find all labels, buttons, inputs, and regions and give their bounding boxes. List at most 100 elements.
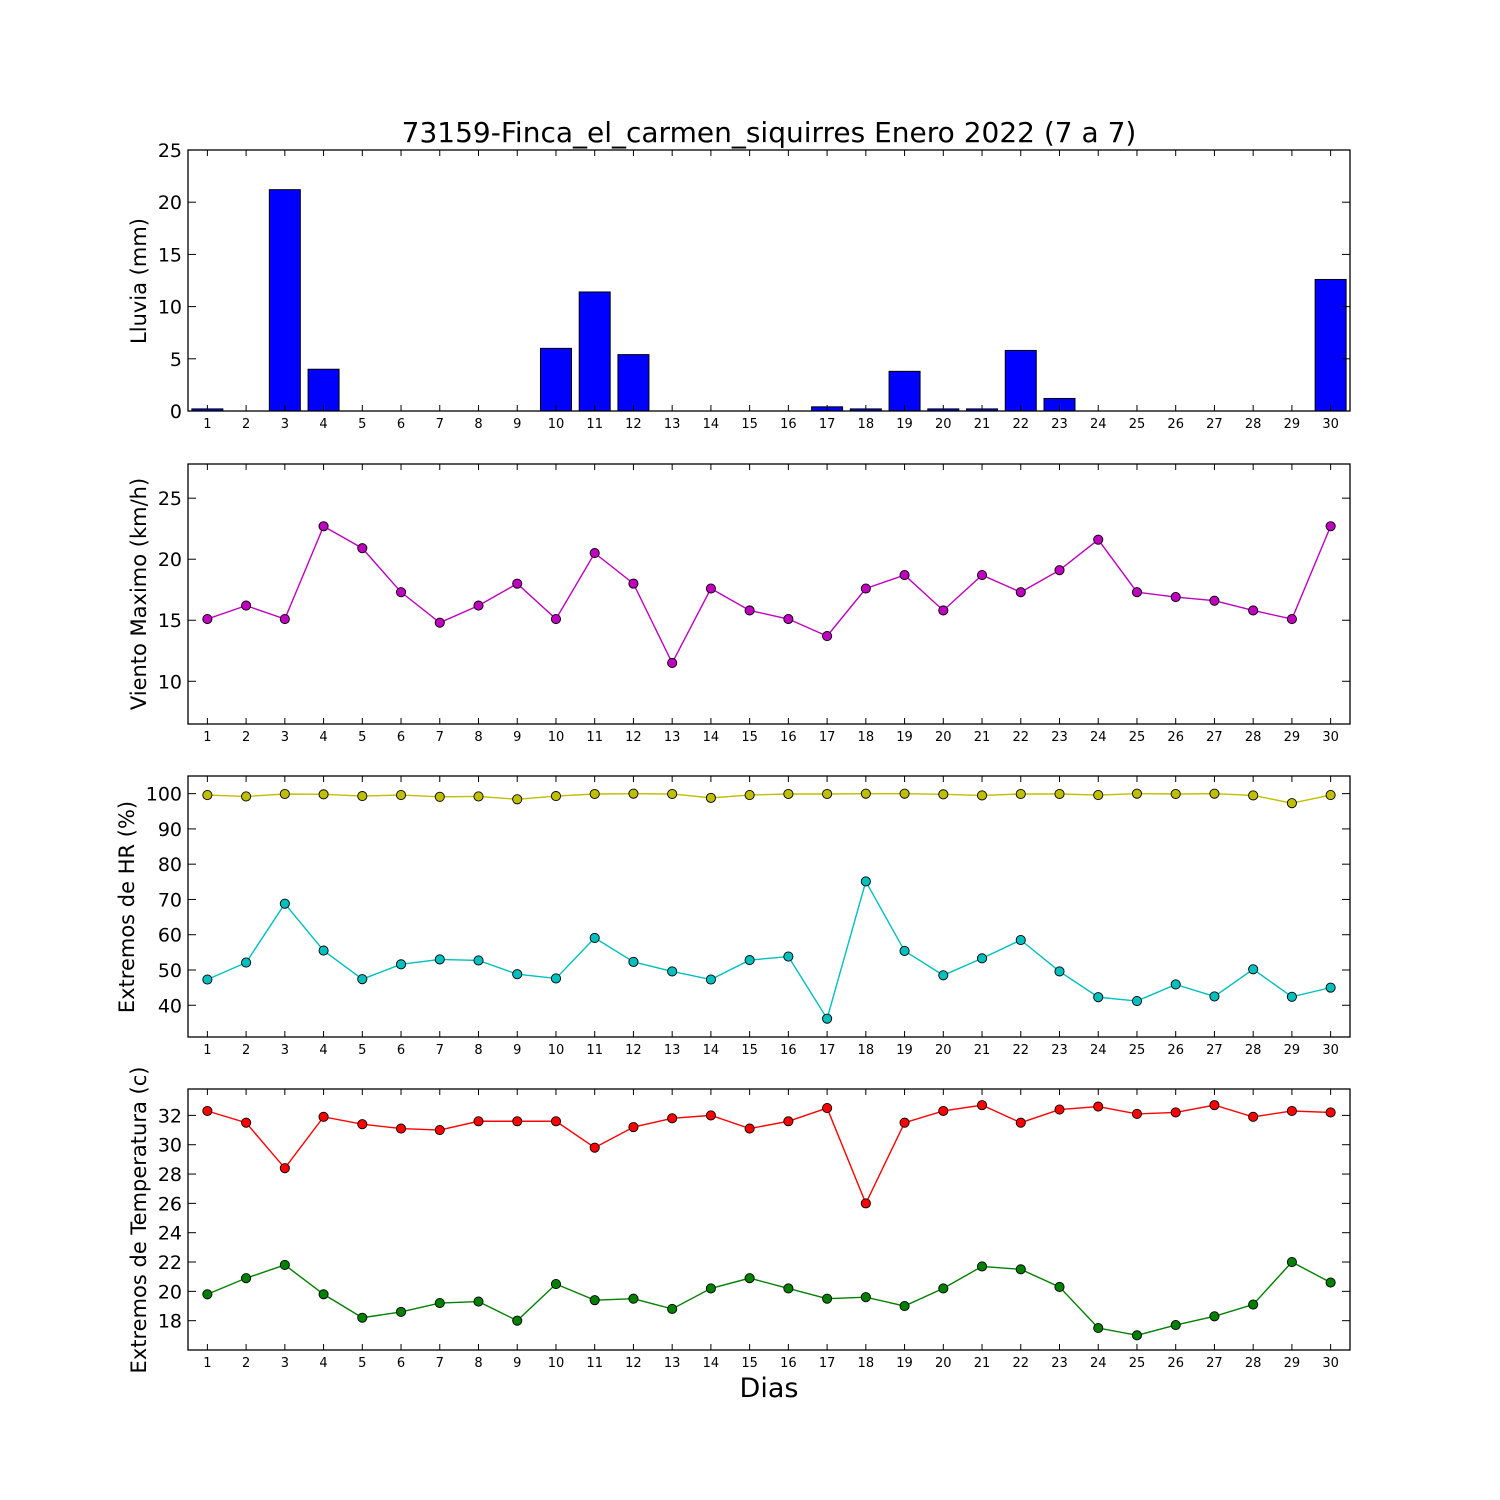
- humidity-series-0-point-6: [395, 790, 407, 801]
- wind-ytick-label: 10: [158, 671, 182, 693]
- temperature-xtick-label: 11: [586, 1356, 603, 1371]
- humidity-series-0-point-13: [667, 788, 678, 800]
- rain-xtick-label: 2: [242, 417, 250, 432]
- rain-ylabel: Lluvia (mm): [127, 218, 151, 344]
- rain-xtick-label: 22: [1012, 417, 1029, 432]
- humidity-xtick-label: 30: [1322, 1043, 1339, 1058]
- temperature-panel: Extremos de Temperatura (c) 182022242628…: [127, 1067, 1351, 1373]
- wind-series-0-point-15: [744, 605, 755, 616]
- humidity-series-0-point-20: [938, 789, 949, 800]
- wind-series-0-point-30: [1325, 521, 1336, 532]
- humidity-series-1-point-7: [434, 954, 445, 965]
- rain-xtick-label: 26: [1167, 417, 1184, 432]
- humidity-series-0-point-16: [783, 788, 794, 800]
- humidity-series-0-point-15: [744, 790, 755, 801]
- temperature-xtick-label: 28: [1245, 1356, 1262, 1371]
- temperature-xtick-label: 5: [358, 1356, 366, 1371]
- wind-series-0-point-26: [1170, 592, 1181, 603]
- temperature-series-0-point-23: [1054, 1104, 1065, 1115]
- humidity-ytick-label: 40: [158, 995, 182, 1017]
- humidity-series-1-point-29: [1286, 991, 1297, 1002]
- wind-series-0-point-7: [434, 617, 445, 628]
- humidity-series-1-point-2: [241, 957, 252, 968]
- humidity-xtick-label: 11: [586, 1043, 603, 1058]
- temperature-series-0-point-5: [357, 1119, 368, 1130]
- temperature-series-0-point-10: [550, 1116, 562, 1127]
- temperature-series-0-point-13: [667, 1113, 678, 1124]
- humidity-xtick-label: 5: [358, 1043, 366, 1058]
- humidity-series-0-point-4: [318, 789, 329, 800]
- wind-xtick-label: 7: [436, 730, 444, 745]
- humidity-series-1-point-10: [550, 973, 562, 984]
- temperature-series-1-point-11: [589, 1295, 600, 1306]
- temperature-series-0-point-27: [1209, 1100, 1220, 1111]
- wind-xtick-label: 22: [1012, 730, 1029, 745]
- rain-xtick-label: 9: [513, 417, 521, 432]
- humidity-series-0-point-28: [1248, 790, 1259, 801]
- humidity-series-1-point-5: [357, 974, 368, 985]
- humidity-series-0-point-25: [1131, 788, 1143, 799]
- temperature-series-1-point-3: [279, 1259, 290, 1271]
- humidity-series-1-point-18: [860, 876, 871, 887]
- bar-day-3: [268, 189, 301, 412]
- temperature-series-1-point-2: [241, 1273, 252, 1284]
- humidity-series-0-point-14: [705, 792, 716, 803]
- humidity-series-0-point-29: [1286, 798, 1297, 809]
- wind-xtick-label: 28: [1245, 730, 1262, 745]
- temperature-plot-frame: [187, 1088, 1351, 1351]
- humidity-series-1-point-3: [279, 898, 290, 909]
- temperature-xtick-label: 20: [935, 1356, 952, 1371]
- humidity-series-0-point-19: [899, 788, 910, 799]
- temperature-series-1-point-21: [976, 1261, 988, 1272]
- temperature-xtick-label: 3: [281, 1356, 289, 1371]
- temperature-xtick-label: 26: [1167, 1356, 1184, 1371]
- humidity-series-0-point-9: [512, 794, 523, 805]
- humidity-series-0-point-24: [1093, 790, 1104, 801]
- humidity-xtick-label: 15: [741, 1043, 758, 1058]
- wind-series-0-point-9: [512, 578, 523, 589]
- temperature-series-0-point-28: [1248, 1111, 1259, 1122]
- temperature-xtick-label: 17: [819, 1356, 836, 1371]
- temperature-series-1-point-24: [1093, 1322, 1104, 1334]
- wind-xtick-label: 21: [974, 730, 991, 745]
- bar-day-10: [539, 347, 572, 412]
- temperature-series-0-point-25: [1131, 1108, 1143, 1119]
- humidity-ytick-label: 60: [158, 925, 182, 947]
- wind-series-0-point-12: [628, 578, 639, 589]
- humidity-xtick-label: 26: [1167, 1043, 1184, 1058]
- rain-xtick-label: 5: [358, 417, 366, 432]
- wind-xtick-label: 24: [1090, 730, 1107, 745]
- bar-day-19: [888, 370, 921, 412]
- temperature-series-0-point-30: [1325, 1107, 1336, 1118]
- rain-xtick-label: 25: [1129, 417, 1146, 432]
- rain-ytick-label: 10: [158, 297, 182, 319]
- temperature-xtick-label: 25: [1129, 1356, 1146, 1371]
- humidity-xtick-label: 12: [625, 1043, 642, 1058]
- rain-xtick-label: 6: [397, 417, 405, 432]
- temperature-ytick-label: 18: [158, 1311, 182, 1333]
- temperature-xtick-label: 2: [242, 1356, 250, 1371]
- humidity-series-1-point-24: [1093, 992, 1104, 1003]
- rain-xtick-label: 30: [1322, 417, 1339, 432]
- humidity-series-1-point-25: [1131, 995, 1143, 1007]
- humidity-series-0-point-22: [1015, 788, 1026, 800]
- bar-day-4: [307, 368, 340, 412]
- temperature-series-0-line: [207, 1104, 1331, 1206]
- temperature-series-1-point-30: [1325, 1277, 1336, 1288]
- humidity-series-0-point-27: [1209, 788, 1220, 799]
- wind-series-0-point-2: [241, 600, 252, 611]
- rain-xtick-label: 7: [436, 417, 444, 432]
- humidity-series-1-point-6: [395, 959, 407, 970]
- bar-day-11: [578, 291, 611, 412]
- temperature-series-0-point-21: [976, 1100, 988, 1111]
- wind-xtick-label: 23: [1051, 730, 1068, 745]
- temperature-xtick-label: 18: [858, 1356, 875, 1371]
- rain-ytick-label: 25: [158, 140, 182, 162]
- x-axis-label: Dias: [740, 1373, 799, 1404]
- rain-ytick-label: 15: [158, 244, 182, 266]
- temperature-series-1-point-15: [744, 1273, 755, 1284]
- bar-day-22: [1004, 349, 1037, 412]
